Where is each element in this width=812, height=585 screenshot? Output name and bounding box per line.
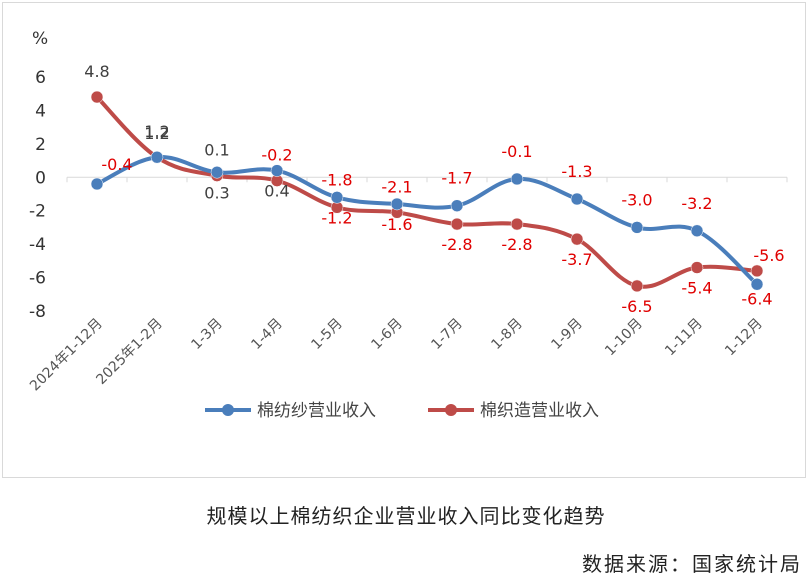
y-tick-label: -4 — [29, 235, 46, 255]
series-line — [96, 155, 759, 286]
data-label: -2.8 — [501, 235, 532, 254]
y-tick-label: 2 — [35, 135, 46, 155]
x-tick-label: 2024年1-12月 — [27, 316, 106, 395]
y-tick-label: 6 — [35, 68, 46, 88]
chart-caption: 规模以上棉纺织企业营业收入同比变化趋势 — [206, 504, 606, 528]
y-tick-label: -2 — [29, 202, 46, 222]
x-tick-label: 1-4月 — [248, 316, 285, 353]
y-tick-label: 4 — [35, 101, 46, 121]
y-tick-label: -6 — [29, 269, 46, 289]
data-label: -2.1 — [381, 177, 412, 196]
x-tick-label: 1-12月 — [722, 316, 766, 360]
data-point — [690, 224, 704, 238]
x-tick-label: 1-6月 — [368, 316, 405, 353]
data-point — [750, 278, 764, 291]
data-point — [330, 191, 344, 204]
data-label: -0.4 — [101, 155, 132, 174]
data-source: 数据来源：国家统计局 — [582, 552, 802, 576]
x-tick-label: 1-11月 — [662, 316, 706, 360]
legend-label: 棉纺纱营业收入 — [257, 401, 376, 421]
data-point — [270, 164, 284, 177]
data-label: -6.5 — [621, 297, 652, 316]
data-label: 1.2 — [144, 122, 169, 141]
data-label: -5.4 — [681, 279, 712, 298]
x-tick-label: 1-8月 — [488, 316, 525, 353]
x-tick-label: 1-9月 — [548, 316, 585, 353]
data-label: 0.3 — [204, 183, 229, 202]
data-label: -1.7 — [441, 169, 472, 188]
series-line — [95, 95, 758, 289]
y-tick-label: -8 — [29, 302, 46, 322]
data-point — [450, 199, 464, 212]
data-point — [390, 197, 404, 211]
legend-swatch-marker — [222, 404, 234, 416]
data-point — [690, 261, 704, 274]
data-point — [630, 279, 644, 293]
data-label: -0.1 — [501, 142, 532, 161]
data-label: 4.8 — [84, 62, 109, 81]
data-label: -1.3 — [561, 162, 592, 181]
data-label: 0.1 — [204, 141, 229, 160]
x-tick-label: 1-10月 — [602, 316, 646, 360]
data-label: -3.2 — [681, 194, 712, 213]
x-tick-label: 1-5月 — [308, 316, 345, 353]
data-label: 1.2 — [144, 124, 169, 143]
data-point — [90, 90, 104, 104]
data-point — [150, 150, 164, 164]
data-point — [90, 177, 104, 191]
data-point — [630, 221, 644, 234]
data-point — [210, 166, 224, 179]
data-label: -1.2 — [321, 208, 352, 227]
data-label: -3.7 — [561, 250, 592, 269]
data-label: 0.4 — [264, 182, 289, 201]
data-point — [570, 232, 584, 246]
data-point — [510, 172, 524, 186]
data-label: -3.0 — [621, 190, 652, 209]
data-label: -1.8 — [321, 170, 352, 189]
data-label: -6.4 — [741, 289, 772, 308]
x-tick-label: 1-7月 — [428, 316, 465, 353]
data-label: -2.8 — [441, 235, 472, 254]
chart-frame — [2, 2, 806, 478]
data-label: -0.2 — [261, 146, 292, 165]
x-tick-label: 1-3月 — [188, 316, 225, 353]
y-tick-label: 0 — [35, 168, 46, 188]
data-point — [570, 192, 584, 206]
data-label: -5.6 — [753, 246, 784, 265]
legend-swatch-marker — [445, 404, 457, 416]
data-point — [510, 217, 524, 231]
data-point — [450, 217, 464, 231]
y-axis-unit-label: % — [32, 29, 48, 49]
data-point — [750, 264, 764, 278]
legend-label: 棉织造营业收入 — [480, 401, 599, 421]
data-label: -1.6 — [381, 215, 412, 234]
